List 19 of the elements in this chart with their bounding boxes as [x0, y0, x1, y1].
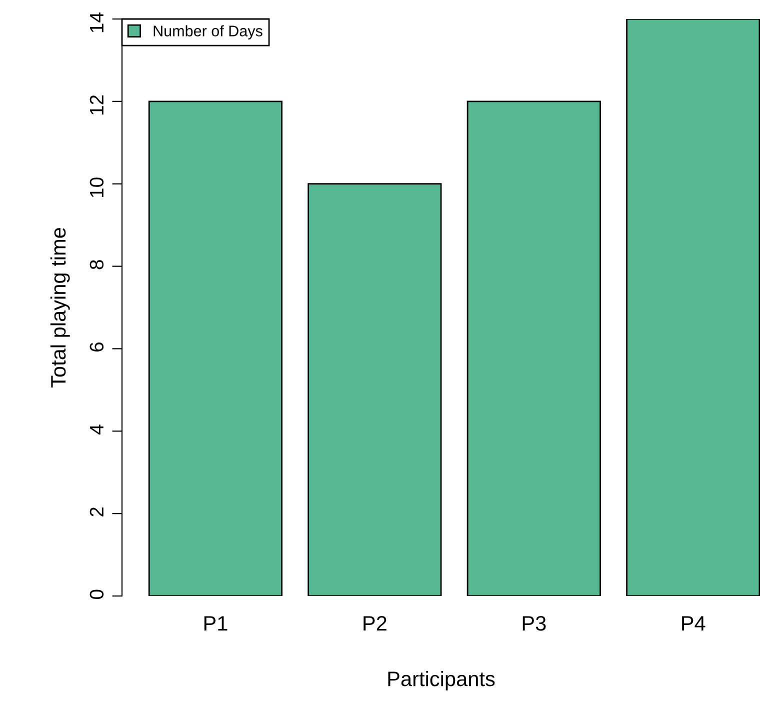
- x-tick-label: P4: [682, 616, 706, 631]
- y-tick-label: 6: [90, 342, 104, 352]
- y-tick-label: 2: [90, 508, 104, 516]
- x-tick-label: P3: [522, 616, 546, 631]
- y-tick-label: 10: [90, 178, 104, 197]
- bar: [308, 183, 442, 596]
- y-tick-label: 14: [90, 12, 104, 32]
- y-axis-title: Total playing time: [50, 228, 70, 388]
- x-tick-label: P1: [204, 616, 228, 631]
- bar: [148, 100, 282, 596]
- y-tick-label: 8: [90, 260, 104, 270]
- legend-label: Number of Days: [154, 25, 262, 40]
- x-axis-title: Participants: [388, 670, 495, 690]
- y-tick-label: 4: [90, 424, 104, 434]
- x-tick-label: P2: [364, 616, 386, 631]
- bar: [466, 100, 601, 596]
- y-tick-label: 12: [90, 95, 104, 115]
- y-tick-label: 0: [90, 590, 104, 600]
- bar: [626, 19, 760, 596]
